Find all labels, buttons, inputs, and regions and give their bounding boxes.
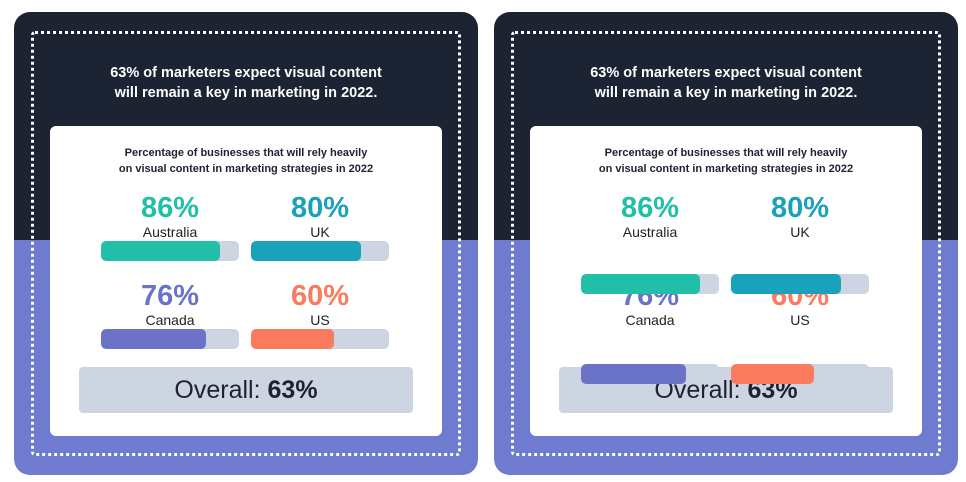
value-label-uk: 80% xyxy=(770,192,830,224)
bar-uk xyxy=(251,241,361,261)
metric-australia: 86% Australia xyxy=(100,192,240,241)
bar-track-uk xyxy=(731,274,869,294)
stats-panel: Percentage of businesses that will rely … xyxy=(530,126,922,436)
bar-track-us xyxy=(251,329,389,349)
value-label-australia: 86% xyxy=(140,192,200,224)
metric-uk: 80% UK xyxy=(250,192,390,241)
headline-line-1: 63% of marketers expect visual content xyxy=(590,65,862,81)
category-label-australia: Australia xyxy=(142,224,198,240)
category-label-australia: Australia xyxy=(622,224,678,240)
infographic-card-right: 63% of marketers expect visual content w… xyxy=(494,12,958,475)
metric-canada: 76% Canada xyxy=(100,280,240,329)
bar-canada xyxy=(101,329,206,349)
bar-us xyxy=(731,364,814,384)
bar-track-us xyxy=(731,364,869,384)
chart-subtitle-line-2: on visual content in marketing strategie… xyxy=(598,163,854,175)
chart-subtitle: Percentage of businesses that will rely … xyxy=(70,145,422,177)
category-label-uk: UK xyxy=(310,224,330,240)
bar-uk xyxy=(731,274,841,294)
overall-value: 63% xyxy=(267,376,318,404)
headline-line-1: 63% of marketers expect visual content xyxy=(110,65,382,81)
headline: 63% of marketers expect visual content w… xyxy=(34,63,458,103)
headline-line-2: will remain a key in marketing in 2022. xyxy=(114,85,378,101)
bar-us xyxy=(251,329,334,349)
bar-track-uk xyxy=(251,241,389,261)
category-label-us: US xyxy=(310,312,330,328)
stats-panel: Percentage of businesses that will rely … xyxy=(50,126,442,436)
overall-box: Overall: 63% xyxy=(79,367,413,413)
category-label-us: US xyxy=(790,312,810,328)
category-label-canada: Canada xyxy=(145,312,195,328)
bar-track-canada xyxy=(581,364,719,384)
metric-us: 60% US xyxy=(250,280,390,329)
category-label-uk: UK xyxy=(790,224,810,240)
bar-track-canada xyxy=(101,329,239,349)
bar-canada xyxy=(581,364,686,384)
bar-australia xyxy=(101,241,220,261)
category-label-canada: Canada xyxy=(625,312,675,328)
chart-subtitle-line-1: Percentage of businesses that will rely … xyxy=(604,147,848,159)
chart-subtitle-line-1: Percentage of businesses that will rely … xyxy=(124,147,368,159)
infographic-card-left: 63% of marketers expect visual content w… xyxy=(14,12,478,475)
chart-subtitle: Percentage of businesses that will rely … xyxy=(550,145,902,177)
bar-australia xyxy=(581,274,700,294)
bar-track-australia xyxy=(101,241,239,261)
metric-australia: 86% Australia xyxy=(580,192,720,241)
headline: 63% of marketers expect visual content w… xyxy=(514,63,938,103)
value-label-us: 60% xyxy=(290,280,350,312)
value-label-australia: 86% xyxy=(620,192,680,224)
metric-uk: 80% UK xyxy=(730,192,870,241)
overall-label: Overall: xyxy=(174,376,261,404)
bar-track-australia xyxy=(581,274,719,294)
headline-line-2: will remain a key in marketing in 2022. xyxy=(594,85,858,101)
chart-subtitle-line-2: on visual content in marketing strategie… xyxy=(118,163,374,175)
value-label-canada: 76% xyxy=(140,280,200,312)
value-label-uk: 80% xyxy=(290,192,350,224)
